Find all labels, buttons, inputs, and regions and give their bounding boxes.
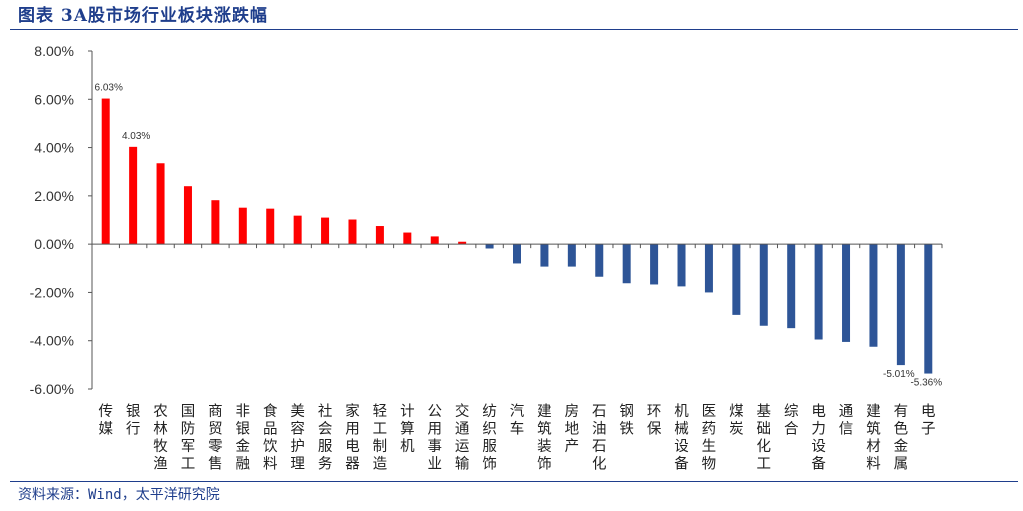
bar-20: [622, 244, 631, 284]
y-axis: 8.00% 6.00% 4.00% 2.00% 0.00% -2.00% -4.00% -6.…: [30, 43, 93, 397]
category-label: 家用电器: [345, 403, 360, 473]
category-label: 农林牧渔: [153, 403, 168, 473]
bar-15: [485, 244, 494, 249]
category-label: 有色金属: [894, 403, 909, 473]
bar-14: [458, 241, 467, 245]
bar-13: [430, 236, 439, 245]
bar-31: [924, 244, 933, 374]
y-tick-label: -6.00%: [30, 381, 74, 397]
category-label: 交通运输: [455, 402, 470, 473]
category-label: 商贸零售: [208, 403, 223, 473]
category-label: 煤炭: [729, 403, 744, 438]
bar-4: [183, 186, 192, 245]
y-tick-label: 4.00%: [34, 140, 74, 156]
category-label: 计算机: [400, 403, 415, 455]
category-label: 公用事业: [427, 404, 442, 473]
category-label: 通信: [839, 403, 854, 438]
bar-26: [787, 244, 796, 329]
y-tick-label: 2.00%: [34, 188, 74, 204]
bar-30: [896, 244, 905, 366]
y-tick-label: -4.00%: [30, 333, 74, 349]
bar-11: [375, 226, 384, 245]
category-label: 基础化工: [757, 403, 772, 473]
category-label: 轻工制造: [373, 403, 388, 473]
bar-25: [759, 244, 768, 326]
category-label: 纺织服饰: [482, 403, 497, 473]
bar-5: [211, 200, 220, 245]
bar-22: [677, 244, 686, 287]
y-tick-label: -2.00%: [30, 284, 74, 300]
y-tick-label: 6.00%: [34, 91, 74, 107]
category-label: 机械设备: [674, 403, 689, 473]
category-label: 医药生物: [702, 404, 717, 473]
category-label: 钢铁: [619, 403, 634, 438]
x-axis: [91, 243, 943, 249]
y-tick-label: 0.00%: [34, 236, 74, 252]
bar-21: [650, 244, 659, 285]
category-label: 食品饮料: [263, 403, 278, 473]
bars: [101, 98, 933, 374]
category-label: 电力设备: [811, 403, 826, 473]
category-label: 房地产: [565, 403, 580, 455]
category-label: 环保: [647, 404, 662, 438]
category-label: 汽车: [510, 403, 525, 438]
category-label: 社会服务: [318, 403, 333, 473]
bar-9: [321, 217, 330, 245]
category-labels: 传媒银行农林牧渔国防军工商贸零售非银金融食品饮料美容护理社会服务家用电器轻工制造…: [98, 402, 935, 473]
bar-6: [238, 207, 247, 245]
bar-17: [540, 244, 549, 267]
bar-23: [704, 244, 713, 293]
bar-28: [842, 244, 851, 342]
bar-29: [869, 244, 878, 347]
bar-chart: 8.00% 6.00% 4.00% 2.00% 0.00% -2.00% -4.00% -6.…: [30, 43, 943, 473]
category-label: 国防军工: [181, 404, 196, 473]
chart-header: 图表 3A股市场行业板块涨跌幅: [18, 3, 1018, 29]
category-label: 石油石化: [592, 404, 607, 473]
bar-7: [266, 208, 275, 245]
category-label: 传媒: [98, 403, 113, 438]
bar-2: [129, 146, 138, 245]
bar-19: [595, 244, 604, 277]
data-label: 6.03%: [95, 83, 123, 94]
bar-1: [101, 98, 110, 245]
bar-8: [293, 215, 302, 245]
bar-27: [814, 244, 823, 340]
bar-24: [732, 244, 741, 315]
chart-title: 图表 3A股市场行业板块涨跌幅: [18, 6, 268, 26]
header-divider: [10, 29, 1018, 30]
bar-12: [403, 232, 412, 245]
data-labels: 6.03% 4.03% -5.01%-5.36%: [95, 83, 943, 389]
category-label: 美容护理: [290, 403, 305, 473]
footer-divider: [10, 481, 1018, 482]
category-label: 非银金融: [236, 403, 251, 473]
bar-3: [156, 163, 165, 245]
category-label: 综合: [784, 403, 799, 438]
y-tick-label: 8.00%: [34, 43, 74, 59]
bar-10: [348, 219, 357, 245]
category-label: 电子: [921, 403, 936, 438]
data-label: -5.36%: [910, 378, 942, 389]
source-note: 资料来源：Wind，太平洋研究院: [18, 487, 220, 503]
category-label: 建筑材料: [866, 403, 881, 473]
category-label: 建筑装饰: [537, 403, 552, 473]
bar-18: [567, 244, 576, 267]
bar-16: [513, 244, 521, 264]
data-label: 4.03%: [122, 131, 150, 142]
category-label: 银行: [126, 403, 141, 438]
data-label: -5.01%: [883, 369, 915, 380]
